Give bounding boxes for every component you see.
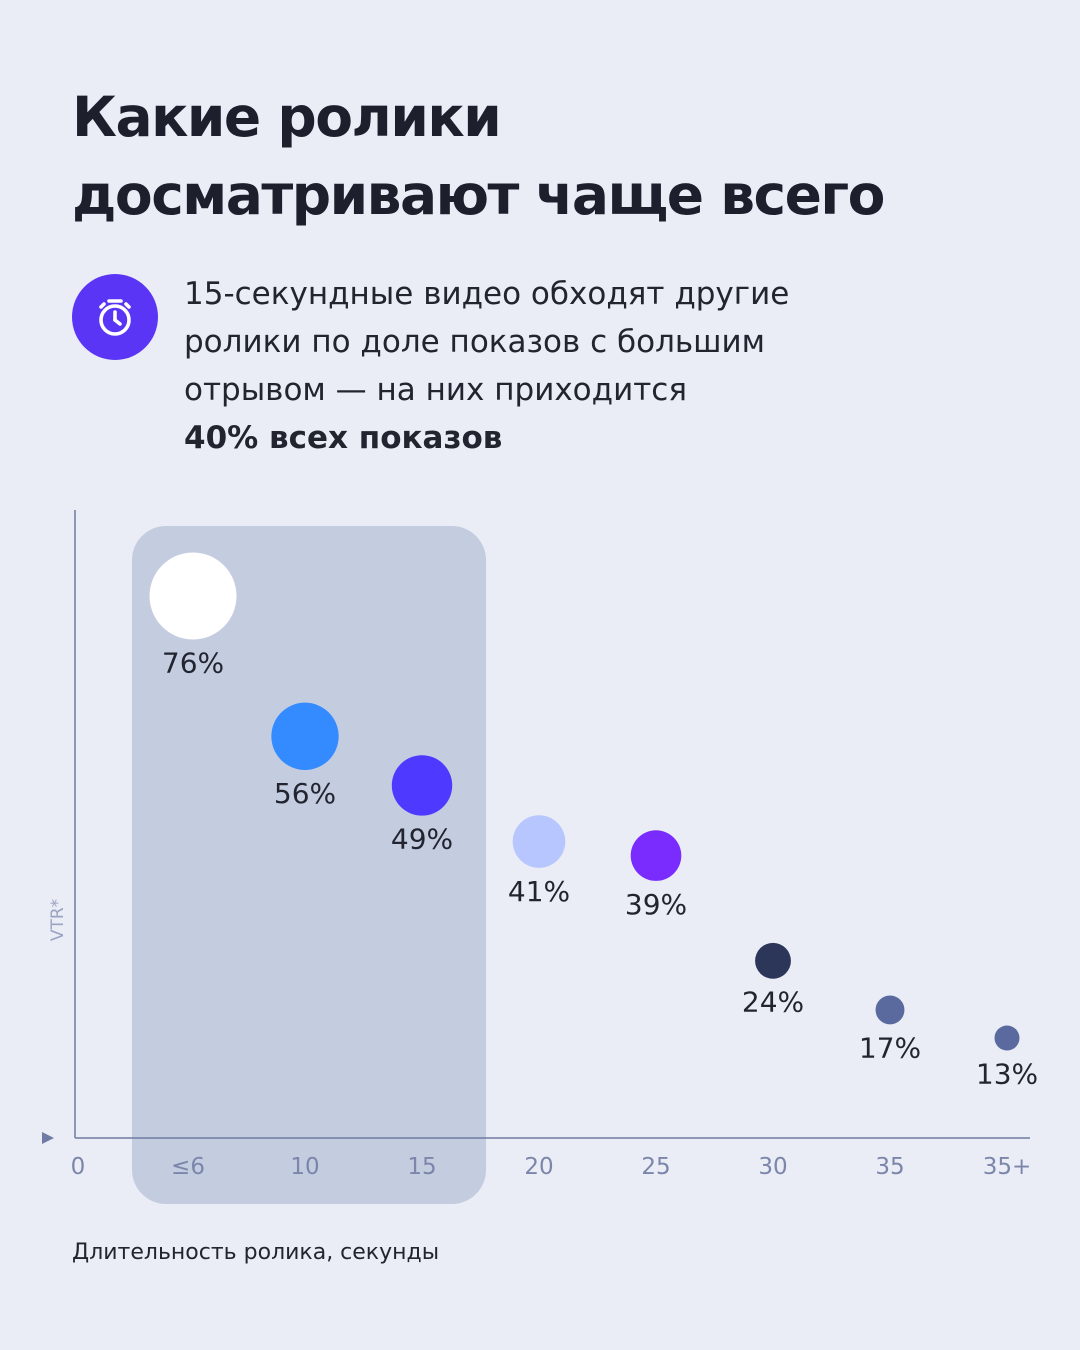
stopwatch-icon [72,274,158,360]
data-label: 49% [391,823,453,856]
axis-arrow-icon [42,1132,54,1144]
data-point [149,552,237,640]
title-line-1: Какие ролики [72,85,502,149]
data-label: 13% [976,1058,1038,1091]
data-label: 17% [859,1031,921,1064]
page-title: Какие ролики досматривают чаще всего [72,78,1032,234]
data-point [512,815,566,868]
x-tick-label: 10 [290,1154,319,1180]
x-tick-label: 35+ [983,1154,1032,1180]
x-tick-label-origin: 0 [71,1154,86,1180]
x-tick-label: 20 [524,1154,553,1180]
x-tick-label: 30 [758,1154,787,1180]
data-point [755,942,791,979]
note-line-3: отрывом — на них приходится [184,372,687,408]
highlight-band [132,526,486,1204]
data-point [630,830,682,881]
data-label: 56% [274,777,336,810]
data-label: 41% [508,875,570,908]
title-line-2: досматривают чаще всего [72,163,885,227]
data-point [875,995,905,1025]
x-tick-label: 15 [407,1154,436,1180]
note-text: 15-секундные видео обходят другие ролики… [184,270,1024,462]
data-label: 24% [742,986,804,1019]
data-point [994,1025,1020,1051]
vtr-chart: VTR* 0 ≤6 10 15 20 25 30 35 35+ 76% 56% 49% 41% 39% 24%… [42,510,1038,1204]
data-label: 39% [625,888,687,921]
x-tick-label: ≤6 [171,1154,205,1180]
data-point [271,702,339,770]
data-label: 76% [162,647,224,680]
x-axis-label: Длительность ролика, секунды [72,1240,440,1265]
x-tick-label: 25 [641,1154,670,1180]
note-line-2: ролики по доле показов с большим [184,324,766,360]
note-line-1: 15-секундные видео обходят другие [184,276,790,312]
note-highlight: 40% всех показов [184,420,503,456]
data-point [391,755,453,816]
y-axis-label: VTR* [48,899,68,941]
x-tick-label: 35 [875,1154,904,1180]
